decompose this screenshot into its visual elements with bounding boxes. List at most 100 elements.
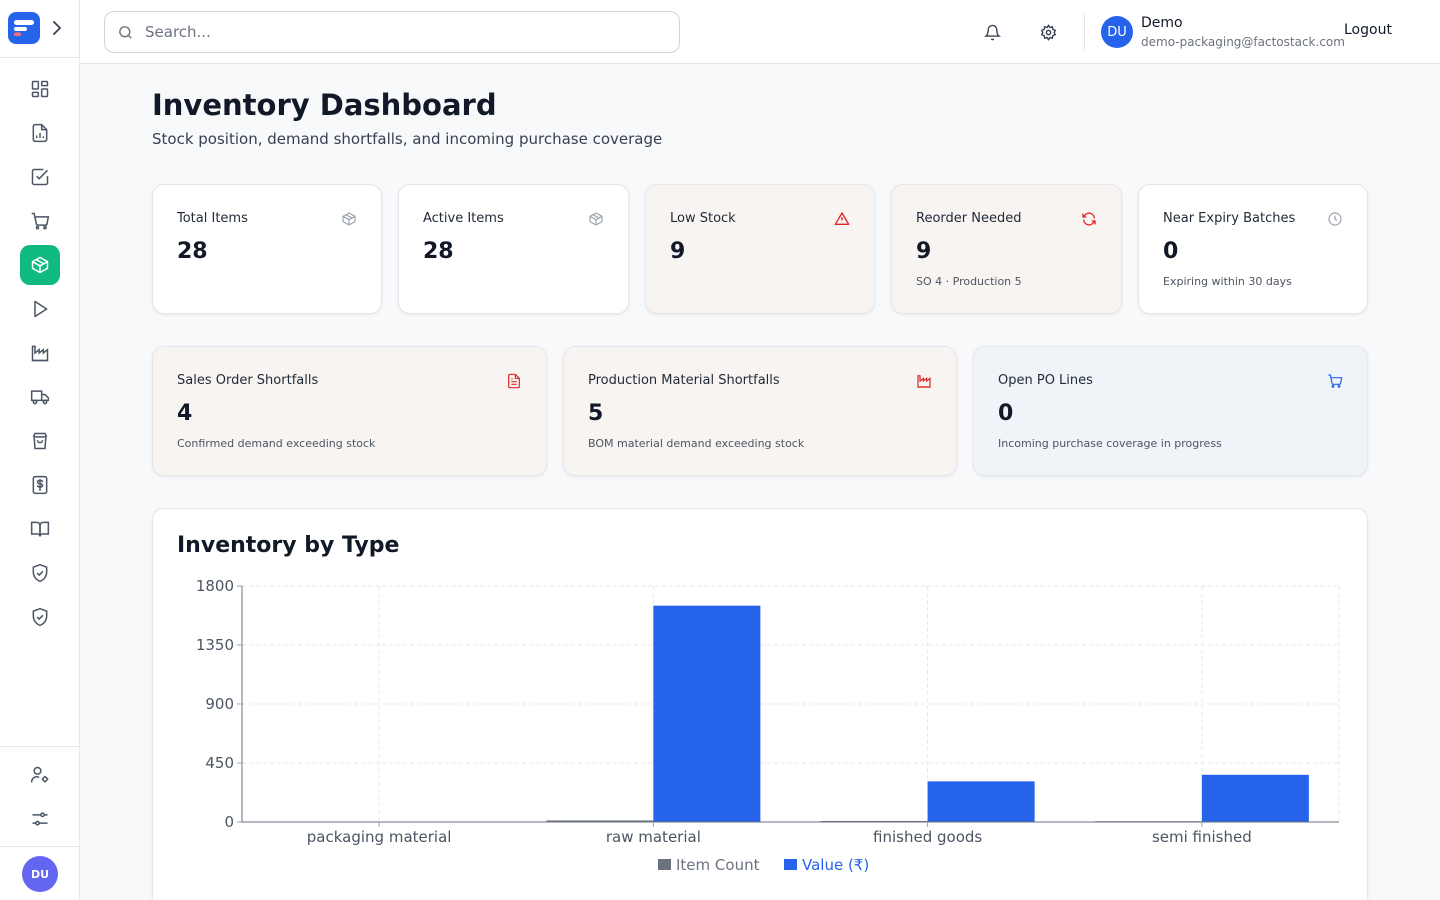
sidebar-item-user-settings[interactable] xyxy=(20,755,60,795)
file-text-icon xyxy=(508,373,520,389)
cart-icon xyxy=(1328,374,1343,388)
user-name: Demo xyxy=(1141,15,1183,31)
search-input[interactable] xyxy=(145,12,665,52)
bar-value xyxy=(1201,774,1309,822)
inventory-by-type-card: Inventory by Type 0 450 900 1350 1800 packagi… xyxy=(152,508,1368,900)
y-tick-label: 1800 xyxy=(196,577,234,595)
shopping-bag-icon xyxy=(32,432,48,450)
sidebar-item-purchase[interactable] xyxy=(20,201,60,241)
y-tick-label: 900 xyxy=(205,695,234,713)
user-avatar[interactable]: DU xyxy=(1101,16,1133,48)
sliders-icon xyxy=(32,812,48,826)
stat-subtext: SO 4 · Production 5 xyxy=(916,275,1022,288)
sidebar-item-compliance[interactable] xyxy=(20,597,60,637)
sidebar-divider xyxy=(0,746,80,747)
stat-label: Total Items xyxy=(177,211,248,226)
sidebar-divider xyxy=(0,846,80,847)
legend-label: Item Count xyxy=(676,856,760,874)
bar-item-count xyxy=(820,820,928,822)
top-header: DU Demo demo-packaging@factostack.com Lo… xyxy=(80,0,1440,64)
x-tick-label: semi finished xyxy=(1152,828,1252,846)
stat-label: Active Items xyxy=(423,211,504,226)
book-icon xyxy=(30,521,50,537)
stat-card-open-po-lines[interactable]: Open PO Lines 0 Incoming purchase covera… xyxy=(973,346,1368,476)
page-title: Inventory Dashboard xyxy=(152,88,497,122)
stat-value: 9 xyxy=(670,239,686,264)
stat-card-sales-order-shortfalls[interactable]: Sales Order Shortfalls 4 Confirmed deman… xyxy=(152,346,547,476)
alert-triangle-icon xyxy=(834,212,850,225)
stat-value: 4 xyxy=(177,401,193,426)
sidebar-item-production[interactable] xyxy=(20,289,60,329)
sidebar-item-dashboard[interactable] xyxy=(20,69,60,109)
stat-label: Low Stock xyxy=(670,211,736,226)
search-icon xyxy=(119,26,132,39)
check-square-icon xyxy=(31,168,49,186)
stat-label: Reorder Needed xyxy=(916,211,1022,226)
app-logo[interactable] xyxy=(8,12,40,44)
x-tick-label: packaging material xyxy=(307,828,452,846)
logout-button[interactable]: Logout xyxy=(1344,22,1392,38)
stat-card-active-items[interactable]: Active Items 28 xyxy=(398,184,629,314)
shield-check-icon xyxy=(32,563,48,583)
y-tick-label: 450 xyxy=(205,754,234,772)
shield-check-icon xyxy=(32,607,48,627)
stat-value: 28 xyxy=(423,239,454,264)
stat-value: 9 xyxy=(916,239,932,264)
sidebar-item-reports[interactable] xyxy=(20,113,60,153)
user-cog-icon xyxy=(30,766,49,783)
sidebar-item-finance[interactable] xyxy=(20,465,60,505)
factory-icon xyxy=(31,345,49,362)
truck-icon xyxy=(30,390,50,405)
stat-label: Near Expiry Batches xyxy=(1163,211,1296,226)
stat-subtext: BOM material demand exceeding stock xyxy=(588,437,805,450)
sidebar: DU xyxy=(0,0,80,900)
sidebar-item-tasks[interactable] xyxy=(20,157,60,197)
chart-title: Inventory by Type xyxy=(177,533,400,558)
page-subtitle: Stock position, demand shortfalls, and i… xyxy=(152,130,663,148)
stat-label: Sales Order Shortfalls xyxy=(177,373,319,388)
stat-card-reorder-needed[interactable]: Reorder Needed 9 SO 4 · Production 5 xyxy=(891,184,1122,314)
play-icon xyxy=(34,300,48,318)
header-divider xyxy=(1084,14,1085,50)
factory-icon xyxy=(917,375,931,388)
stat-value: 0 xyxy=(1163,239,1179,264)
bell-icon[interactable] xyxy=(982,22,1002,42)
box-icon xyxy=(342,212,356,226)
stat-label: Open PO Lines xyxy=(998,373,1093,388)
sidebar-item-ledger[interactable] xyxy=(20,509,60,549)
stat-subtext: Confirmed demand exceeding stock xyxy=(177,437,376,450)
x-tick-label: finished goods xyxy=(873,828,982,846)
sidebar-item-preferences[interactable] xyxy=(20,799,60,839)
stat-card-total-items[interactable]: Total Items 28 xyxy=(152,184,382,314)
clock-icon xyxy=(1328,212,1342,226)
bar-item-count xyxy=(546,820,654,822)
file-chart-icon xyxy=(32,123,48,143)
user-email: demo-packaging@factostack.com xyxy=(1141,35,1345,49)
legend-swatch xyxy=(658,859,671,870)
chevron-right-icon[interactable] xyxy=(50,19,64,37)
sidebar-item-factory[interactable] xyxy=(20,333,60,373)
bar-value xyxy=(927,781,1035,822)
avatar[interactable]: DU xyxy=(22,856,58,892)
cart-icon xyxy=(31,212,50,230)
stat-card-low-stock[interactable]: Low Stock 9 xyxy=(645,184,875,314)
sidebar-item-quality[interactable] xyxy=(20,553,60,593)
sidebar-item-delivery[interactable] xyxy=(20,377,60,417)
stat-card-near-expiry[interactable]: Near Expiry Batches 0 Expiring within 30… xyxy=(1138,184,1368,314)
stat-value: 28 xyxy=(177,239,208,264)
stat-subtext: Incoming purchase coverage in progress xyxy=(998,437,1222,450)
sidebar-divider xyxy=(0,57,80,58)
stat-card-production-material-shortfalls[interactable]: Production Material Shortfalls 5 BOM mat… xyxy=(563,346,957,476)
sidebar-item-inventory[interactable] xyxy=(20,245,60,285)
y-tick-label: 0 xyxy=(224,813,234,831)
grid-icon xyxy=(31,80,49,98)
sidebar-item-sales[interactable] xyxy=(20,421,60,461)
search-box[interactable] xyxy=(104,11,680,53)
gear-icon[interactable] xyxy=(1038,22,1058,42)
box-icon xyxy=(589,212,603,226)
inventory-by-type-chart: 0 450 900 1350 1800 packaging material raw mat… xyxy=(196,577,1340,874)
stat-value: 5 xyxy=(588,401,604,426)
legend-label: Value (₹) xyxy=(802,856,869,874)
legend-swatch xyxy=(784,859,797,870)
logo-icon xyxy=(14,20,34,36)
